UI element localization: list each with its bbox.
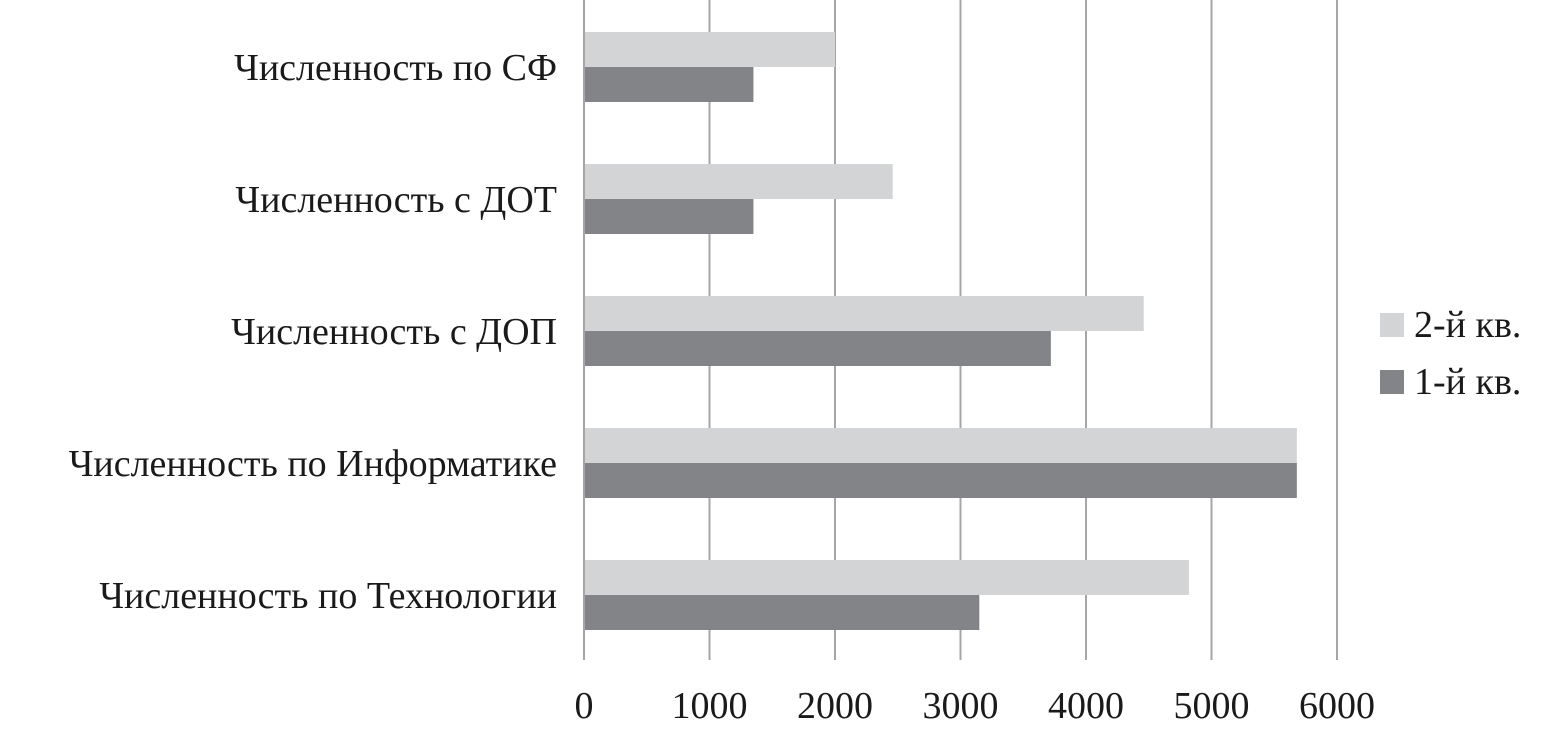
bar-q2-2 (584, 296, 1144, 331)
bars (584, 32, 1297, 630)
category-label: Численность по Технологии (99, 575, 557, 617)
tick-label-2000: 2000 (797, 685, 873, 727)
tick-label-0: 0 (575, 685, 594, 727)
category-label: Численность с ДОТ (235, 179, 557, 221)
bar-q1-1 (584, 199, 754, 234)
bar-q2-3 (584, 428, 1297, 463)
tick-label-5000: 5000 (1174, 685, 1250, 727)
legend-label-q1: 1-й кв. (1414, 361, 1521, 403)
legend: 2-й кв. 1-й кв. (1380, 304, 1521, 403)
tick-label-4000: 4000 (1048, 685, 1124, 727)
category-label: Численность по Информатике (69, 443, 557, 485)
legend-label-q2: 2-й кв. (1414, 304, 1521, 346)
category-label: Численность по СФ (234, 47, 557, 89)
category-labels: Численность по СФ Численность с ДОТ Числен… (69, 47, 557, 617)
category-label: Численность с ДОП (231, 311, 557, 353)
legend-swatch-q2 (1380, 313, 1404, 337)
tick-label-6000: 6000 (1299, 685, 1375, 727)
bar-q1-4 (584, 595, 980, 630)
bar-q2-1 (584, 164, 893, 199)
bar-q2-0 (584, 32, 835, 67)
bar-q1-0 (584, 67, 754, 102)
bar-q1-3 (584, 463, 1297, 498)
bar-q2-4 (584, 560, 1189, 595)
tick-labels: 0 1000 2000 3000 4000 5000 6000 (575, 685, 1376, 727)
bar-q1-2 (584, 331, 1051, 366)
tick-label-1000: 1000 (672, 685, 748, 727)
legend-swatch-q1 (1380, 370, 1404, 394)
tick-label-3000: 3000 (923, 685, 999, 727)
